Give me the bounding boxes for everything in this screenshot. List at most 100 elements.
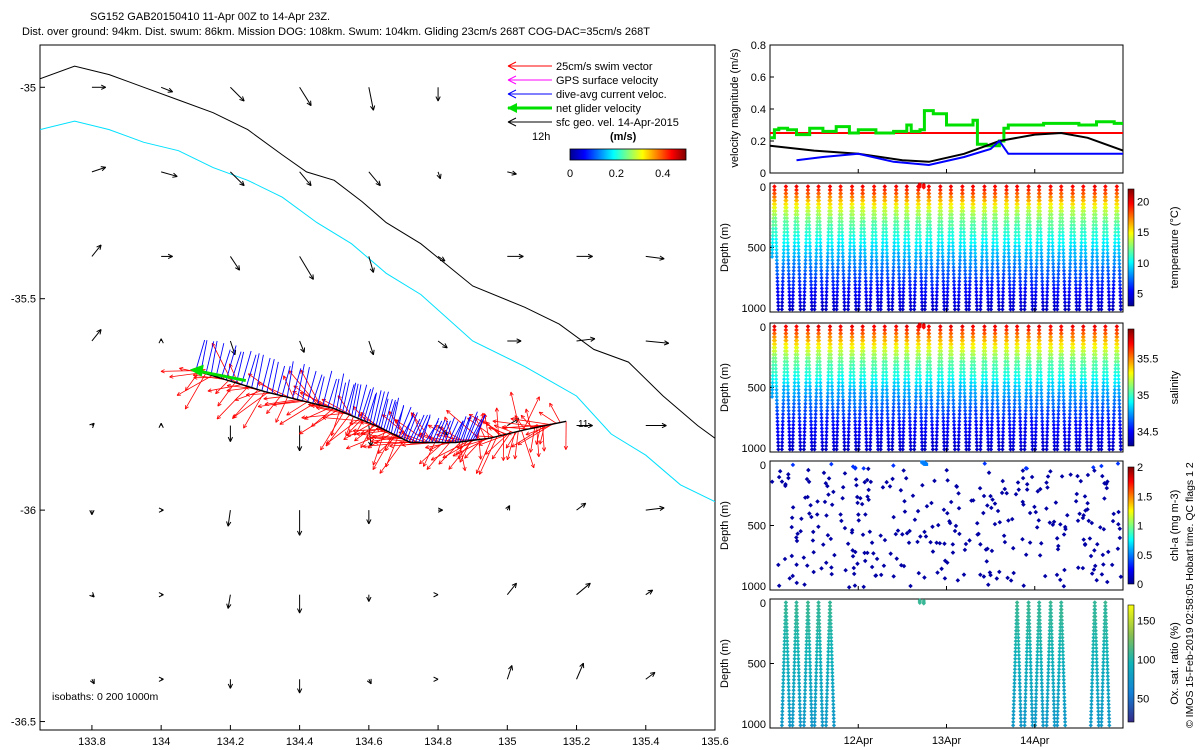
swim-vector-head (430, 456, 436, 461)
swim-vector-shaft (232, 392, 269, 418)
velocity-y-ticks: 00.20.40.60.8 (751, 40, 774, 180)
temperature-point (851, 233, 856, 238)
profile-colorbar-tick-label: 5 (1137, 289, 1143, 301)
temperature-point (817, 201, 822, 207)
geo-vector-head (96, 329, 102, 335)
temperature-point (841, 275, 846, 280)
temperature-point (847, 265, 852, 270)
geo-vector-head (369, 349, 375, 356)
temperature-point (872, 191, 877, 196)
temperature-point (852, 254, 857, 259)
swim-vector-shaft (425, 442, 453, 449)
temperature-point (806, 194, 811, 200)
temperature-point (813, 282, 818, 287)
geo-vector-head (89, 422, 95, 429)
temperature-point (818, 251, 823, 256)
geo-vector-head (508, 665, 514, 671)
geo-vector-head (663, 340, 670, 346)
map-x-tick-label: 135.2 (563, 736, 591, 748)
dac-vector (220, 349, 231, 379)
dac-vector (317, 376, 325, 405)
temperature-point (793, 219, 798, 224)
velocity-panel: 00.20.40.60.8 velocity magnitude (m/s) (729, 40, 1124, 180)
header-line1: SG152 GAB20150410 11-Apr 00Z to 14-Apr 2… (90, 11, 330, 23)
swim-vector (192, 373, 226, 380)
temperature-point (825, 254, 830, 259)
geo-vector (161, 171, 178, 178)
swim-vector-shaft (257, 400, 301, 407)
dac-vector (444, 417, 455, 443)
geo-vector-head (511, 170, 517, 176)
swim-vector (298, 409, 338, 435)
temperature-point (829, 223, 834, 228)
temperature-point (824, 293, 829, 298)
map-legend: 25cm/s swim vector GPS surface velocity … (502, 57, 708, 131)
geo-vector-head (231, 349, 237, 356)
dac-vector (256, 354, 264, 390)
temperature-point (806, 187, 811, 193)
temperature-point (797, 275, 802, 280)
swim-vector-head (535, 440, 540, 445)
temperature-point (862, 247, 867, 252)
geo-vector (645, 589, 654, 596)
temperature-point (790, 296, 795, 302)
temperature-point (780, 275, 786, 280)
temperature-point (772, 201, 778, 207)
swim-vector-shaft (484, 413, 490, 439)
temperature-point (845, 307, 851, 312)
temperature-point (803, 244, 809, 249)
temperature-point (776, 300, 781, 305)
temperature-point (852, 258, 857, 263)
temperature-point (792, 251, 797, 256)
temperature-point (840, 247, 845, 252)
dac-vector (457, 416, 467, 443)
temperature-point (826, 237, 831, 242)
profile-colorbar-tick-label: 35 (1137, 390, 1149, 402)
temperature-point (839, 219, 844, 224)
temperature-point (840, 251, 845, 256)
legend-gps-label: GPS surface velocity (556, 75, 659, 87)
geo-vector (507, 170, 517, 176)
geo-vector (435, 87, 441, 102)
temperature-point (838, 194, 844, 200)
geo-vector (299, 340, 306, 353)
legend-swim-label: 25cm/s swim vector (556, 61, 653, 73)
temperature-point (782, 215, 787, 221)
temperature-point (846, 303, 851, 309)
temperature-point (828, 208, 834, 214)
temperature-point (839, 201, 844, 207)
temperature-point (830, 251, 835, 256)
swim-vector-head (549, 402, 554, 408)
dac-vector (438, 420, 449, 443)
temperature-point (807, 219, 812, 224)
temperature-point (814, 247, 819, 252)
swim-vector-head (300, 369, 305, 374)
temperature-point (769, 254, 775, 259)
temperature-point (787, 293, 792, 298)
dac-vector (454, 420, 464, 443)
temperature-point (790, 307, 795, 312)
geo-vector-head (296, 446, 303, 452)
swim-vector (263, 396, 285, 401)
swim-vector-head (563, 445, 569, 450)
temperature-point (795, 208, 800, 214)
geo-vector (227, 679, 234, 689)
temperature-point (835, 286, 840, 291)
temperature-point (841, 272, 846, 277)
temperature-point (825, 244, 831, 249)
temperature-point (787, 286, 792, 291)
geo-vector-shaft (437, 340, 448, 349)
temperature-point (829, 219, 834, 224)
temperature-point (852, 272, 858, 277)
swim-vector-head (517, 441, 522, 446)
velocity-y-tick-label: 0.6 (751, 72, 766, 84)
map-y-tick-label: -35 (20, 82, 36, 94)
geo-vector-shaft (645, 255, 665, 260)
swim-vector (418, 442, 444, 465)
temperature-point (796, 233, 801, 238)
temperature-point (807, 237, 812, 242)
geo-vector (226, 510, 232, 527)
temperature-point (853, 293, 858, 298)
temperature-point (858, 233, 864, 238)
temperature-point (796, 237, 801, 242)
